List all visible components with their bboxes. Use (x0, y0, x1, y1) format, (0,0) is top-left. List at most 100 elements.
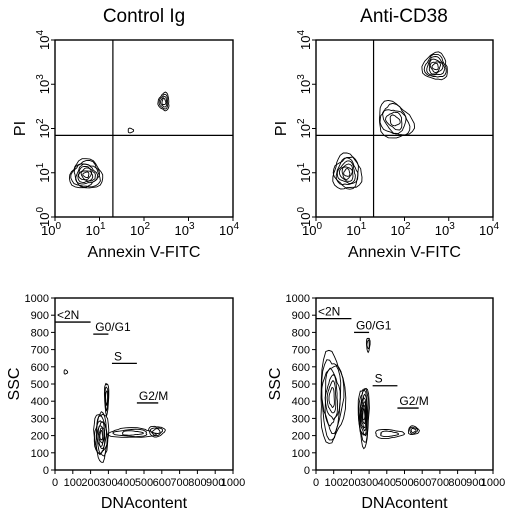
contour-line-population-1 (335, 157, 359, 186)
contour-line-population-4 (410, 428, 417, 433)
x-tick-label: 1000 (221, 477, 245, 489)
y-tick-label: 1000 (25, 293, 49, 305)
contour-line-population-2 (358, 388, 369, 437)
contour-line-population-4 (148, 425, 166, 438)
contour-line-population-1 (95, 415, 108, 456)
gate-label: S (114, 349, 122, 363)
contour-line-population-1 (321, 365, 342, 435)
contour-line-population-1 (98, 427, 104, 444)
y-tick-label: 102 (35, 118, 52, 138)
contour-line-population-2 (360, 401, 367, 429)
y-axis-label: PI (12, 121, 29, 136)
contour-line-population-4 (150, 427, 163, 436)
contour-line-population-1 (326, 379, 337, 414)
contour-line-population-2 (385, 111, 403, 131)
contour-line-population-2 (103, 382, 110, 418)
gate-label: G0/G1 (356, 318, 392, 332)
y-tick-label: 400 (292, 396, 310, 408)
gate-label: S (375, 372, 383, 386)
contour-line-population-3 (429, 61, 441, 74)
x-axis-label: DNAcontent (101, 495, 188, 512)
y-tick-label: 100 (296, 207, 313, 227)
x-tick-label: 102 (390, 221, 410, 238)
y-tick-label: 0 (304, 465, 310, 477)
x-tick-label: 500 (395, 477, 413, 489)
contour-line-population-4 (152, 428, 161, 434)
contour-group (332, 51, 448, 190)
y-axis-label: SSC (6, 368, 23, 401)
contour-line-population-3 (380, 430, 400, 438)
plot-frame (315, 39, 494, 218)
contour-group (63, 369, 166, 463)
y-tick-label: 0 (43, 465, 49, 477)
y-tick-label: 102 (296, 118, 313, 138)
x-tick-label: 100 (325, 477, 343, 489)
plot-frame (54, 297, 234, 471)
x-tick-label: 400 (117, 477, 135, 489)
x-tick-label: 103 (174, 221, 194, 238)
gate-label: G0/G1 (95, 320, 131, 334)
y-tick-label: 500 (31, 379, 49, 391)
panel-title-anti-cd38: Anti-CD38 (360, 6, 448, 27)
x-axis-label: Annexin V-FITC (348, 244, 461, 261)
contour-line-population-4 (409, 426, 418, 435)
contour-line-population-3 (127, 127, 135, 134)
contour-line-population-1 (332, 156, 359, 190)
contour-line-population-2 (382, 109, 407, 135)
x-tick-label: 200 (81, 477, 99, 489)
y-tick-label: 700 (31, 345, 49, 357)
x-tick-label: 800 (188, 477, 206, 489)
contour-line-population-3 (107, 427, 158, 438)
x-tick-label: 104 (219, 221, 239, 238)
y-axis-label: SSC (267, 368, 284, 401)
x-tick-label: 102 (130, 221, 150, 238)
contour-line-population-2 (161, 97, 167, 106)
contour-line-population-1 (93, 411, 109, 457)
contour-line-population-2 (105, 390, 108, 406)
panel-title-control-ig: Control Ig (103, 6, 185, 27)
contour-line-population-2 (357, 387, 369, 443)
y-tick-label: 400 (31, 396, 49, 408)
contour-line-population-2 (362, 407, 366, 421)
y-tick-label: 100 (292, 448, 310, 460)
contour-line-population-1 (70, 159, 101, 188)
y-tick-label: 900 (292, 310, 310, 322)
y-axis-label: PI (273, 121, 290, 136)
chart-panel-3: 0 100 200 300 400 500 600 700 800 900100001002003… (6, 293, 245, 512)
contour-line-population-3 (431, 62, 439, 71)
contour-line-population-2 (379, 102, 411, 136)
gate-label: <2N (57, 308, 79, 322)
x-tick-label: 400 (378, 477, 396, 489)
contour-line-population-4 (407, 425, 420, 436)
contour-line-population-3 (421, 51, 448, 81)
contour-line-population-1 (328, 387, 335, 409)
x-tick-label: 0 (313, 477, 319, 489)
x-tick-label: 100 (302, 221, 322, 238)
x-tick-label: 600 (153, 477, 171, 489)
x-tick-label: 300 (360, 477, 378, 489)
gate-label: G2/M (399, 394, 428, 408)
plot-frame (315, 297, 494, 471)
contour-line-population-2 (361, 404, 366, 424)
chart-panel-1: 100 101 102 103 104 100 101 102 103 104 Annexin V-… (12, 30, 239, 261)
x-tick-label: 800 (448, 477, 466, 489)
x-tick-label: 500 (135, 477, 153, 489)
contour-line-population-1 (96, 421, 106, 450)
contour-line-population-1 (80, 170, 92, 181)
x-tick-label: 100 (64, 477, 82, 489)
contour-line-population-2 (360, 397, 367, 432)
contour-line-population-1 (343, 168, 351, 177)
contour-group (320, 337, 420, 450)
x-tick-label: 700 (431, 477, 449, 489)
y-tick-label: 100 (35, 207, 52, 227)
contour-line-population-1 (82, 171, 90, 179)
x-tick-label: 0 (52, 477, 58, 489)
contour-line-population-3 (428, 58, 444, 75)
contour-line-population-2 (160, 96, 168, 108)
contour-line-population-3 (426, 56, 446, 76)
y-tick-label: 800 (31, 327, 49, 339)
x-tick-label: 200 (342, 477, 360, 489)
y-tick-label: 101 (296, 162, 313, 182)
gate-label: <2N (318, 305, 340, 319)
